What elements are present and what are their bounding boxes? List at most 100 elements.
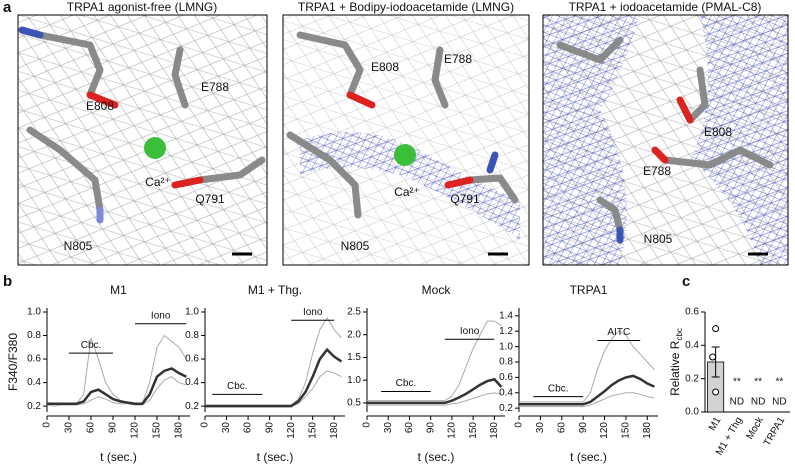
x-tick-label: 30 bbox=[383, 422, 394, 434]
structure-panel: TRPA1 agonist-free (LMNG) E808 E788 Ca²⁺… bbox=[17, 0, 268, 266]
panel-title: TRPA1 + Bodipy-iodoacetamide (LMNG) bbox=[298, 0, 514, 14]
y-tick-label: 1.0 bbox=[347, 375, 361, 386]
y-tick-label: 0.8 bbox=[27, 330, 41, 341]
y-axis-label: Relative Rcbc bbox=[668, 328, 684, 396]
y-tick-label: 2.0 bbox=[347, 329, 361, 340]
residue-label: E788 bbox=[643, 164, 671, 178]
x-tick-label: 90 bbox=[425, 422, 436, 434]
x-tick-label: 90 bbox=[108, 422, 119, 434]
x-tick-label: 180 bbox=[174, 422, 185, 439]
density-mesh bbox=[690, 15, 788, 265]
y-tick-label: 0.2 bbox=[685, 373, 699, 384]
calcium-ion bbox=[144, 137, 166, 159]
y-tick-label: 1.2 bbox=[499, 326, 513, 337]
residue-stick bbox=[661, 146, 774, 169]
density-mesh bbox=[18, 15, 267, 265]
x-tick-label: 60 bbox=[404, 422, 415, 434]
trace bbox=[367, 392, 502, 406]
panel-title: TRPA1 agonist-free (LMNG) bbox=[67, 0, 218, 14]
chart-title: M1 bbox=[110, 283, 127, 297]
stimulus-label: Cbc. bbox=[396, 378, 417, 389]
value-label: ND bbox=[730, 397, 744, 408]
y-tick-label: 0.8 bbox=[499, 357, 513, 368]
x-tick-label: 0 bbox=[514, 422, 525, 428]
residue-stick bbox=[556, 36, 624, 64]
y-tick-label: 0.4 bbox=[685, 340, 699, 351]
x-tick-label: 0 bbox=[200, 422, 211, 428]
x-tick-label: 30 bbox=[535, 422, 546, 434]
panel-label: a bbox=[3, 0, 12, 16]
residue-label: E788 bbox=[201, 80, 229, 94]
trace bbox=[519, 392, 655, 408]
nitrogen bbox=[486, 151, 499, 174]
x-tick-label: 150 bbox=[621, 422, 632, 439]
x-axis-label: t (sec.) bbox=[418, 450, 455, 464]
x-tick-label: 30 bbox=[221, 422, 232, 434]
ion-label: Ca²⁺ bbox=[145, 175, 171, 189]
structure-panel: TRPA1 + iodoacetamide (PMAL-C8) E808 E78… bbox=[542, 0, 789, 266]
structure-panel: TRPA1 + Bodipy-iodoacetamide (LMNG) E808… bbox=[282, 0, 530, 266]
trace bbox=[367, 320, 502, 402]
y-tick-label: 1.4 bbox=[499, 310, 513, 321]
x-axis-label: t (sec.) bbox=[100, 450, 137, 464]
ion-label: Ca²⁺ bbox=[394, 185, 420, 199]
x-tick-label: 60 bbox=[556, 422, 567, 434]
residue-stick bbox=[171, 46, 189, 109]
y-tick-label: 0.6 bbox=[27, 354, 41, 365]
significance: ** bbox=[754, 377, 762, 388]
y-axis-label-sub: cbc bbox=[675, 328, 684, 340]
value-label: ND bbox=[772, 397, 786, 408]
residue-label: E788 bbox=[444, 52, 472, 66]
x-tick-label: TRPA1 bbox=[762, 415, 787, 448]
stimulus-label: Iono bbox=[151, 310, 171, 321]
value-label: ND bbox=[751, 397, 765, 408]
stimulus-label: Cbc. bbox=[548, 383, 569, 394]
residue-label: Q791 bbox=[195, 192, 225, 206]
density-mesh bbox=[543, 15, 640, 265]
residue-stick bbox=[36, 31, 104, 99]
y-tick-label: 0.0 bbox=[685, 407, 699, 418]
x-axis-label: t (sec.) bbox=[570, 450, 607, 464]
x-tick-label: 30 bbox=[64, 422, 75, 434]
x-tick-label: Mock bbox=[745, 414, 767, 441]
x-tick-label: 90 bbox=[264, 422, 275, 434]
data-point bbox=[712, 325, 720, 333]
x-tick-label: 0 bbox=[362, 422, 373, 428]
y-tick-label: 1.0 bbox=[27, 307, 41, 318]
y-tick-label: 0.4 bbox=[27, 377, 41, 388]
residue-label: E808 bbox=[371, 60, 399, 74]
trace bbox=[519, 330, 655, 403]
residue-label: E808 bbox=[86, 99, 114, 113]
y-tick-label: 0.2 bbox=[27, 401, 41, 412]
x-tick-label: 120 bbox=[599, 422, 610, 439]
oxygen bbox=[676, 96, 694, 124]
x-tick-label: 150 bbox=[152, 422, 163, 439]
residue-label: N805 bbox=[64, 239, 93, 253]
y-tick-label: 0.8 bbox=[185, 330, 199, 341]
trace bbox=[205, 370, 342, 407]
x-tick-label: 150 bbox=[468, 422, 479, 439]
oxygen bbox=[444, 176, 474, 189]
x-tick-label: 60 bbox=[86, 422, 97, 434]
stimulus-label: AITC bbox=[607, 327, 630, 338]
y-tick-label: 0.6 bbox=[499, 372, 513, 383]
x-axis-label: t (sec.) bbox=[257, 450, 294, 464]
y-tick-label: 1.0 bbox=[499, 341, 513, 352]
x-tick-label: 120 bbox=[130, 422, 141, 439]
x-tick-label: M1 bbox=[707, 415, 724, 433]
y-tick-label: 0.4 bbox=[185, 377, 199, 388]
x-tick-label: 0 bbox=[42, 422, 53, 428]
stimulus-label: Iono bbox=[303, 307, 323, 318]
residue-stick bbox=[286, 131, 362, 219]
x-tick-label: 90 bbox=[578, 422, 589, 434]
y-tick-label: 0.2 bbox=[185, 401, 199, 412]
chart-title: Mock bbox=[422, 283, 452, 297]
x-tick-label: 150 bbox=[307, 422, 318, 439]
trace bbox=[46, 376, 187, 407]
stimulus-label: Cbc. bbox=[81, 340, 102, 351]
stimulus-label: Cbc. bbox=[227, 381, 248, 392]
trace bbox=[519, 374, 655, 406]
y-tick-label: 2.5 bbox=[347, 307, 361, 318]
residue-label: E808 bbox=[704, 125, 732, 139]
